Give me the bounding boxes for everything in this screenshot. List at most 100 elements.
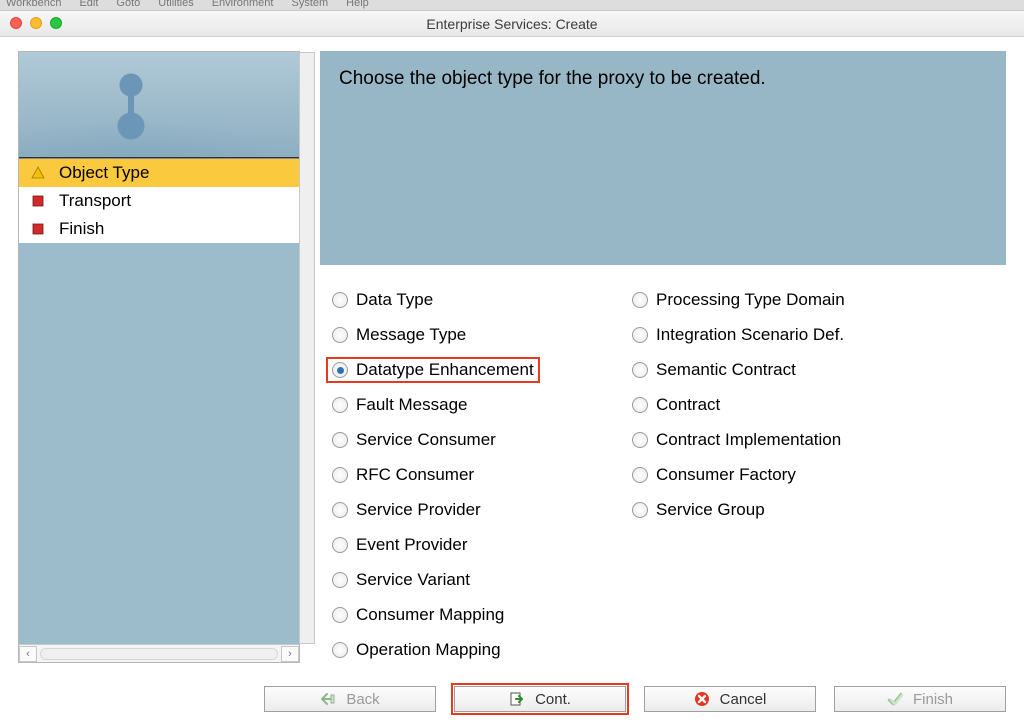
option-label: Integration Scenario Def. — [656, 325, 844, 345]
cancel-button[interactable]: Cancel — [644, 686, 816, 712]
object-type-option[interactable]: Operation Mapping — [326, 637, 507, 663]
radio-icon[interactable] — [332, 292, 348, 308]
menu-item[interactable]: Utilities — [158, 0, 193, 6]
option-label: Consumer Mapping — [356, 605, 504, 625]
option-label: Operation Mapping — [356, 640, 501, 660]
back-button[interactable]: Back — [264, 686, 436, 712]
wizard-footer: Back Cont. Cancel Finish — [18, 686, 1006, 712]
object-type-option[interactable]: Contract — [626, 392, 726, 418]
option-label: Processing Type Domain — [656, 290, 845, 310]
option-label: Contract — [656, 395, 720, 415]
menu-item[interactable]: Goto — [116, 0, 140, 6]
prompt-text: Choose the object type for the proxy to … — [339, 68, 987, 90]
object-type-option[interactable]: Service Variant — [326, 567, 476, 593]
wizard-nav: Object Type Transport Finish ‹ › — [18, 51, 300, 663]
object-type-option[interactable]: Integration Scenario Def. — [626, 322, 850, 348]
menu-item[interactable]: Environment — [212, 0, 274, 6]
close-icon[interactable] — [10, 17, 22, 29]
option-label: Fault Message — [356, 395, 468, 415]
option-label: Service Variant — [356, 570, 470, 590]
radio-icon[interactable] — [332, 327, 348, 343]
titlebar: Enterprise Services: Create — [0, 11, 1024, 37]
option-label: Event Provider — [356, 535, 468, 555]
radio-icon[interactable] — [632, 502, 648, 518]
options-col-right: Processing Type Domain Integration Scenar… — [626, 287, 926, 663]
radio-icon[interactable] — [632, 397, 648, 413]
radio-icon[interactable] — [332, 642, 348, 658]
radio-icon[interactable] — [632, 362, 648, 378]
square-stop-icon — [31, 222, 45, 236]
menu-item[interactable]: Help — [346, 0, 369, 6]
cancel-icon — [694, 691, 710, 707]
object-type-option[interactable]: Message Type — [326, 322, 472, 348]
continue-button[interactable]: Cont. — [454, 686, 626, 712]
option-label: Consumer Factory — [656, 465, 796, 485]
wizard-nav-fill — [19, 243, 299, 644]
client-area: Object Type Transport Finish ‹ › Choose th… — [0, 37, 1024, 726]
radio-icon[interactable] — [332, 572, 348, 588]
finish-button[interactable]: Finish — [834, 686, 1006, 712]
zoom-icon[interactable] — [50, 17, 62, 29]
window-controls[interactable] — [10, 17, 62, 29]
radio-icon[interactable] — [332, 432, 348, 448]
wizard-step-label: Finish — [59, 219, 104, 239]
wizard-steps: Object Type Transport Finish — [19, 158, 299, 243]
wizard-vscrollbar[interactable] — [299, 52, 315, 644]
option-label: Semantic Contract — [656, 360, 796, 380]
wizard-step[interactable]: Finish — [19, 215, 299, 243]
object-type-option[interactable]: Consumer Mapping — [326, 602, 510, 628]
dialog-window: Enterprise Services: Create Object Type T… — [0, 10, 1024, 726]
object-type-option[interactable]: Service Consumer — [326, 427, 502, 453]
object-type-options: Data Type Message Type Datatype Enhancemen… — [320, 265, 1006, 663]
object-type-option[interactable]: Event Provider — [326, 532, 474, 558]
option-label: Data Type — [356, 290, 433, 310]
object-type-option[interactable]: Fault Message — [326, 392, 474, 418]
object-type-option[interactable]: Contract Implementation — [626, 427, 847, 453]
radio-icon[interactable] — [632, 292, 648, 308]
radio-icon[interactable] — [332, 502, 348, 518]
wizard-step-label: Object Type — [59, 163, 149, 183]
radio-icon[interactable] — [332, 607, 348, 623]
prompt-panel: Choose the object type for the proxy to … — [320, 51, 1006, 265]
radio-icon[interactable] — [332, 467, 348, 483]
object-type-option[interactable]: Service Group — [626, 497, 771, 523]
object-type-option[interactable]: Datatype Enhancement — [326, 357, 540, 383]
continue-icon — [509, 691, 525, 707]
scroll-track[interactable] — [40, 648, 278, 660]
object-type-option[interactable]: Data Type — [326, 287, 439, 313]
radio-icon[interactable] — [632, 467, 648, 483]
back-icon — [320, 691, 336, 707]
radio-icon[interactable] — [332, 537, 348, 553]
radio-icon[interactable] — [332, 362, 348, 378]
main-pane: Choose the object type for the proxy to … — [320, 51, 1006, 663]
scroll-left-icon[interactable]: ‹ — [19, 646, 37, 662]
option-label: Service Consumer — [356, 430, 496, 450]
wizard-hscrollbar[interactable]: ‹ › — [19, 644, 299, 662]
menu-item[interactable]: Edit — [79, 0, 98, 6]
menubar: Workbench Edit Goto Utilities Environment Sys… — [0, 0, 1024, 10]
back-button-label: Back — [346, 691, 379, 708]
wizard-step-label: Transport — [59, 191, 131, 211]
wizard-step[interactable]: Transport — [19, 187, 299, 215]
minimize-icon[interactable] — [30, 17, 42, 29]
object-type-option[interactable]: Service Provider — [326, 497, 487, 523]
object-type-option[interactable]: Processing Type Domain — [626, 287, 851, 313]
finish-button-label: Finish — [913, 691, 953, 708]
window-title: Enterprise Services: Create — [0, 16, 1024, 32]
finish-icon — [887, 691, 903, 707]
object-type-option[interactable]: RFC Consumer — [326, 462, 480, 488]
menu-item[interactable]: Workbench — [6, 0, 61, 6]
menu-item[interactable]: System — [291, 0, 328, 6]
wizard-step[interactable]: Object Type — [19, 159, 299, 187]
cancel-button-label: Cancel — [720, 691, 767, 708]
radio-icon[interactable] — [332, 397, 348, 413]
option-label: RFC Consumer — [356, 465, 474, 485]
scroll-right-icon[interactable]: › — [281, 646, 299, 662]
object-type-option[interactable]: Semantic Contract — [626, 357, 802, 383]
radio-icon[interactable] — [632, 432, 648, 448]
option-label: Service Provider — [356, 500, 481, 520]
radio-icon[interactable] — [632, 327, 648, 343]
option-label: Message Type — [356, 325, 466, 345]
square-stop-icon — [31, 194, 45, 208]
object-type-option[interactable]: Consumer Factory — [626, 462, 802, 488]
